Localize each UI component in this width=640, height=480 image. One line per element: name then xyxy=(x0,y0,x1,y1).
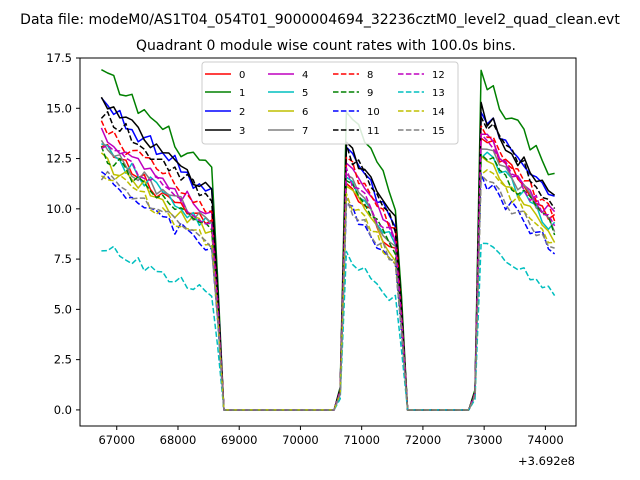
legend-label-3: 3 xyxy=(239,126,245,137)
legend-label-11: 11 xyxy=(367,126,380,137)
legend-label-2: 2 xyxy=(239,107,245,118)
legend-label-13: 13 xyxy=(432,88,445,99)
x-tick-label: 71000 xyxy=(343,433,380,447)
figure-suptitle: Data file: modeM0/AS1T04_054T01_90000046… xyxy=(20,12,620,28)
y-tick-label: 12.5 xyxy=(46,152,72,166)
legend-box xyxy=(201,61,459,145)
legend-label-12: 12 xyxy=(432,70,445,81)
legend-label-15: 15 xyxy=(432,126,445,137)
legend-label-4: 4 xyxy=(302,70,308,81)
legend-label-9: 9 xyxy=(367,88,373,99)
plot-area xyxy=(79,57,577,427)
x-tick-label: 73000 xyxy=(466,433,503,447)
y-tick-label: 2.5 xyxy=(54,353,72,367)
y-tick-label: 5.0 xyxy=(54,302,72,316)
series-line-15 xyxy=(100,170,555,411)
x-tick-label: 69000 xyxy=(221,433,258,447)
y-tick-label: 7.5 xyxy=(54,252,72,266)
legend-label-14: 14 xyxy=(432,107,445,118)
chart-title: Quadrant 0 module wise count rates with … xyxy=(136,38,516,54)
legend-label-5: 5 xyxy=(302,88,308,99)
y-tick-label: 10.0 xyxy=(46,202,72,216)
x-tick-label: 74000 xyxy=(527,433,564,447)
x-tick-label: 67000 xyxy=(98,433,135,447)
legend-label-10: 10 xyxy=(367,107,380,118)
axes-frame xyxy=(79,57,577,427)
legend-label-1: 1 xyxy=(239,88,245,99)
legend-label-7: 7 xyxy=(302,126,308,137)
x-tick-label: 72000 xyxy=(405,433,442,447)
series-layer xyxy=(100,69,556,411)
y-tick-label: 0.0 xyxy=(54,403,72,417)
series-line-12 xyxy=(101,133,556,411)
legend-label-0: 0 xyxy=(239,70,245,81)
y-tick-label: 17.5 xyxy=(46,51,72,65)
x-axis-offset-label: +3.692e8 xyxy=(518,454,575,468)
legend-label-6: 6 xyxy=(302,107,308,118)
legend-label-8: 8 xyxy=(367,70,373,81)
y-axis: 0.0 2.5 5.0 7.5 10.0 12.5 15.0 17.5 xyxy=(46,51,80,417)
y-tick-label: 15.0 xyxy=(46,101,72,115)
x-tick-label: 68000 xyxy=(160,433,197,447)
x-axis: 67000 68000 69000 70000 71000 72000 73000 74000 xyxy=(98,426,564,447)
x-tick-label: 70000 xyxy=(282,433,319,447)
